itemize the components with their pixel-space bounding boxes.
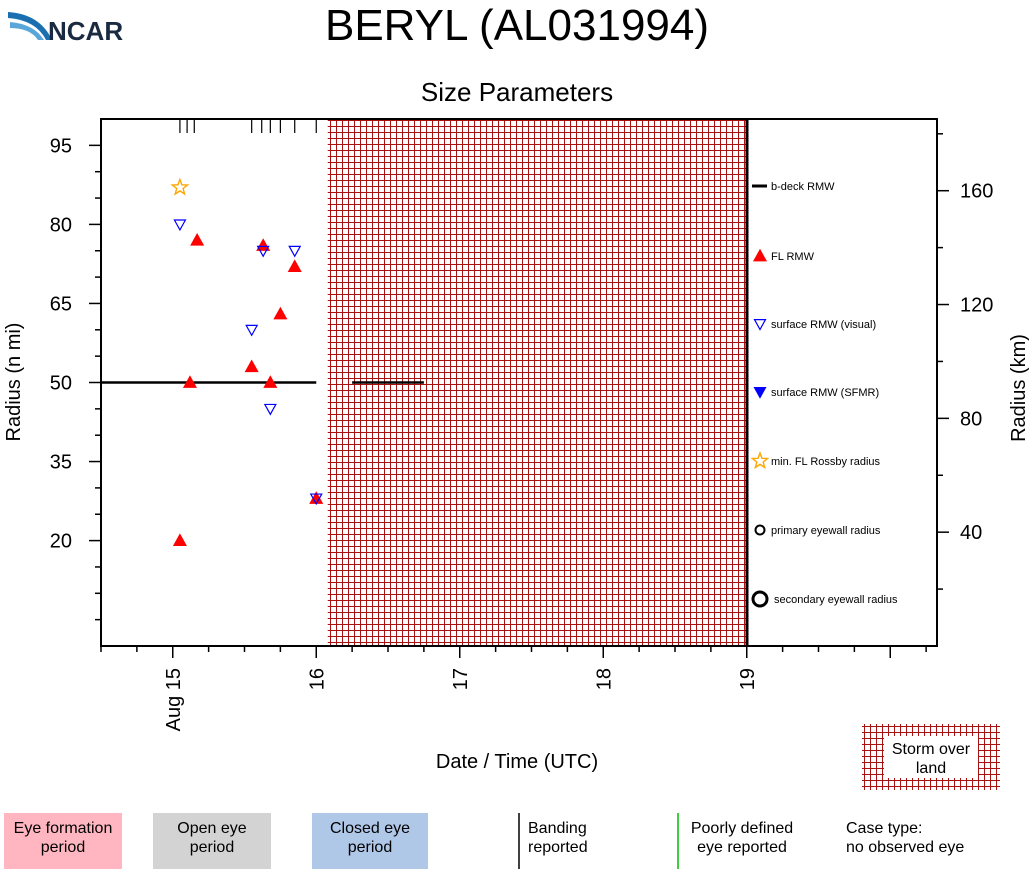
chart-subtitle: Size Parameters — [421, 77, 613, 107]
y-axis-label-right: Radius (km) — [1008, 334, 1030, 442]
legend-min-fl-rossby-radius-label: min. FL Rossby radius — [771, 456, 881, 468]
y-axis-label-left: Radius (n mi) — [3, 323, 25, 442]
legend-primary-eyewall-radius-label: primary eyewall radius — [771, 525, 881, 537]
eye-formation-line2: period — [41, 839, 85, 856]
banding-line1: Banding — [528, 820, 587, 837]
fl-rmw-point — [287, 259, 302, 272]
y-tick-label-right: 40 — [960, 522, 982, 544]
x-tick-label: 19 — [737, 668, 759, 690]
case-type-line2: no observed eye — [846, 839, 964, 856]
eye-formation-swatch — [4, 813, 122, 869]
closed-eye-swatch — [312, 813, 428, 869]
x-tick-label: 16 — [306, 668, 328, 690]
legend-b-deck-rmw-label: b-deck RMW — [771, 181, 835, 193]
surface-rmw-visual-point — [309, 493, 323, 506]
closed-eye-line2: period — [348, 839, 392, 856]
legend-surface-rmw-sfmr-label: surface RMW (SFMR) — [771, 387, 879, 399]
surface-rmw-visual-point — [173, 219, 187, 232]
logo-text: NCAR — [48, 16, 123, 46]
fl-rmw-point — [182, 375, 197, 388]
y-tick-label-left: 65 — [50, 293, 72, 315]
open-eye-swatch — [153, 813, 271, 869]
land-legend-line2: land — [916, 760, 946, 777]
axes: 20 35 50 65 80 95 40 80 120 160 Aug 15 16 17 18 19 — [50, 133, 993, 731]
ncar-logo: NCAR — [8, 12, 123, 46]
chart-title: BERYL (AL031994) — [325, 1, 709, 50]
y-tick-label-left: 50 — [50, 373, 72, 395]
surface-rmw-visual-point — [263, 403, 277, 416]
land-legend: Storm over land — [862, 724, 1000, 790]
banding-line2: reported — [528, 839, 588, 856]
banding-ticks — [179, 119, 317, 133]
y-tick-label-right: 80 — [960, 408, 982, 430]
legend-fl-rmw-symbol — [752, 248, 768, 262]
bottom-legend: Eye formation period Open eye period Clo… — [4, 813, 964, 869]
y-tick-label-right: 160 — [960, 181, 993, 203]
closed-eye-line1: Closed eye — [330, 820, 410, 837]
case-type-line1: Case type: — [846, 820, 922, 837]
legend-secondary-eyewall-radius-label: secondary eyewall radius — [774, 594, 898, 606]
surface-rmw-visual-point — [288, 245, 302, 258]
x-tick-label: 17 — [450, 668, 472, 690]
eye-formation-line1: Eye formation — [14, 820, 113, 837]
fl-rmw-point — [172, 533, 187, 547]
surface-rmw-visual-point — [256, 245, 270, 258]
legend-min-fl-rossby-radius-symbol — [750, 451, 770, 470]
legend-secondary-eyewall-radius-symbol — [751, 590, 769, 608]
fl-rmw-point — [273, 306, 288, 320]
open-eye-line1: Open eye — [177, 820, 246, 837]
y-tick-label-left: 35 — [50, 452, 72, 474]
x-axis-label: Date / Time (UTC) — [436, 751, 598, 773]
y-tick-label-left: 95 — [50, 135, 72, 157]
ncar-logo-swoosh-icon — [8, 12, 52, 40]
land-legend-line1: Storm over — [892, 741, 971, 758]
fl-rmw-point — [256, 238, 271, 251]
legend-fl-rmw-label: FL RMW — [771, 251, 815, 263]
fl-rmw-point — [190, 232, 205, 246]
open-eye-line2: period — [190, 839, 234, 856]
legend-surface-rmw-sfmr-symbol — [753, 387, 767, 399]
y-tick-label-left: 80 — [50, 214, 72, 236]
poorly-defined-line1: Poorly defined — [691, 820, 793, 837]
legend-surface-rmw-visual-label: surface RMW (visual) — [771, 319, 876, 331]
y-tick-label-left: 20 — [50, 531, 72, 553]
legend: b-deck RMW FL RMW surface RMW (visual) surf… — [750, 181, 898, 608]
min-fl-rossby-radius-point — [170, 177, 190, 196]
data-marks — [101, 177, 424, 547]
y-tick-label-right: 120 — [960, 295, 993, 317]
poorly-defined-line2: eye reported — [697, 839, 787, 856]
legend-primary-eyewall-radius-symbol — [754, 524, 766, 536]
x-tick-label: Aug 15 — [163, 668, 185, 731]
surface-rmw-visual-point — [245, 324, 259, 337]
x-tick-label: 18 — [593, 668, 615, 690]
fl-rmw-point — [244, 359, 259, 373]
legend-surface-rmw-visual-symbol — [753, 319, 767, 331]
fl-rmw-point — [263, 375, 278, 388]
